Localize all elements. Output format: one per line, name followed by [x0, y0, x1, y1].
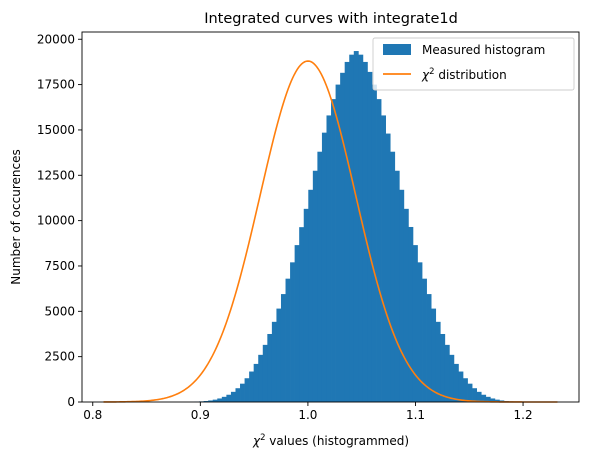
histogram-bar [226, 394, 232, 402]
histogram-bar [431, 308, 437, 402]
chart-title: Integrated curves with integrate1d [204, 11, 458, 27]
histogram-bar [335, 84, 341, 402]
legend-label-chi2-distribution: χ2 distribution [421, 67, 507, 82]
histogram-bar [299, 227, 305, 402]
x-axis: 0.8 0.9 1.0 1.1 1.2 [83, 402, 533, 422]
y-tick-label: 2500 [44, 350, 75, 364]
histogram-bar [490, 398, 496, 402]
x-tick-label: 1.2 [514, 408, 533, 422]
histogram-bar [294, 245, 300, 402]
histogram-bar [308, 189, 314, 402]
histogram-bar [249, 371, 255, 402]
histogram-bar [262, 344, 268, 402]
histogram-bar [403, 208, 409, 402]
histogram-bar [271, 321, 277, 402]
histogram-bar [408, 226, 414, 402]
histogram-bar [344, 61, 350, 403]
legend-box [372, 37, 575, 91]
histogram-bar [217, 398, 223, 402]
histogram-bar [394, 170, 400, 402]
histogram-bar [208, 400, 214, 402]
histogram-bar [390, 151, 396, 402]
histogram-bar [444, 344, 450, 402]
histogram-bar [240, 383, 245, 402]
histogram-bar [340, 72, 346, 402]
histogram-bar [221, 396, 227, 402]
histogram-bar [303, 208, 309, 402]
histogram-bar [367, 71, 373, 403]
y-axis-label: Number of occurences [9, 149, 23, 284]
x-axis-label: χ2 values (histogrammed) [252, 433, 409, 448]
series-line-chi2-distribution [103, 60, 558, 403]
histogram-bar [449, 354, 455, 402]
histogram-bar [280, 294, 286, 402]
histogram-bar [399, 189, 405, 402]
y-tick-label: 5000 [44, 304, 75, 318]
histogram-bar [317, 151, 323, 402]
histogram-bar [422, 278, 427, 402]
histogram-bar [285, 278, 291, 402]
histogram-bar [230, 391, 236, 402]
histogram-bar [435, 321, 441, 402]
histogram-bar [258, 354, 264, 402]
y-tick-label: 12500 [37, 168, 75, 182]
histogram-bar [244, 378, 250, 402]
histogram-bar [276, 308, 282, 402]
histogram-bar [353, 51, 359, 402]
histogram-bar [453, 363, 459, 402]
y-axis: 0 2500 5000 7500 10000 12500 15000 17500 20000 [37, 32, 82, 409]
histogram-bar [485, 396, 491, 402]
histogram-bar [212, 399, 218, 402]
histogram-bar [326, 115, 332, 403]
bars-layer [189, 51, 523, 403]
histogram-bar [481, 394, 487, 402]
histogram-bar [358, 54, 364, 403]
histogram-bar [203, 401, 209, 402]
histogram-bar [412, 245, 418, 402]
histogram-bar [235, 388, 241, 402]
histogram-bar [331, 99, 336, 403]
histogram-bar [458, 371, 464, 402]
y-tick-label: 17500 [37, 78, 75, 92]
histogram-bar [253, 363, 259, 402]
legend-label-measured-histogram: Measured histogram [422, 43, 545, 57]
x-tick-label: 1.0 [298, 408, 317, 422]
histogram-bar [376, 99, 382, 403]
y-tick-label: 20000 [37, 32, 75, 46]
histogram-bar [467, 383, 473, 402]
histogram-bar [494, 399, 500, 402]
histogram-bar [349, 54, 355, 403]
y-tick-label: 0 [67, 395, 75, 409]
histogram-bar [290, 262, 295, 402]
histogram-bar [472, 388, 477, 402]
histogram-bar [476, 391, 482, 402]
y-tick-label: 10000 [37, 214, 75, 228]
histogram-bar [463, 378, 468, 402]
histogram-bar [440, 333, 446, 402]
histogram-bar [371, 84, 377, 402]
x-tick-label: 1.1 [406, 408, 425, 422]
histogram-bar [362, 61, 368, 403]
x-tick-label: 0.9 [191, 408, 210, 422]
histogram-bar [267, 333, 273, 402]
histogram-bar [426, 294, 432, 402]
legend: Measured histogram χ2 distribution [372, 37, 575, 91]
x-tick-label: 0.8 [83, 408, 102, 422]
histogram-bar [385, 133, 391, 402]
histogram-bar [417, 262, 423, 402]
histogram-bar [321, 132, 327, 402]
histogram-bar [312, 170, 318, 402]
legend-swatch-measured-histogram [383, 44, 411, 55]
plot-frame [81, 31, 580, 403]
histogram-bar [381, 115, 386, 403]
y-tick-label: 7500 [44, 259, 75, 273]
y-tick-label: 15000 [37, 123, 75, 137]
